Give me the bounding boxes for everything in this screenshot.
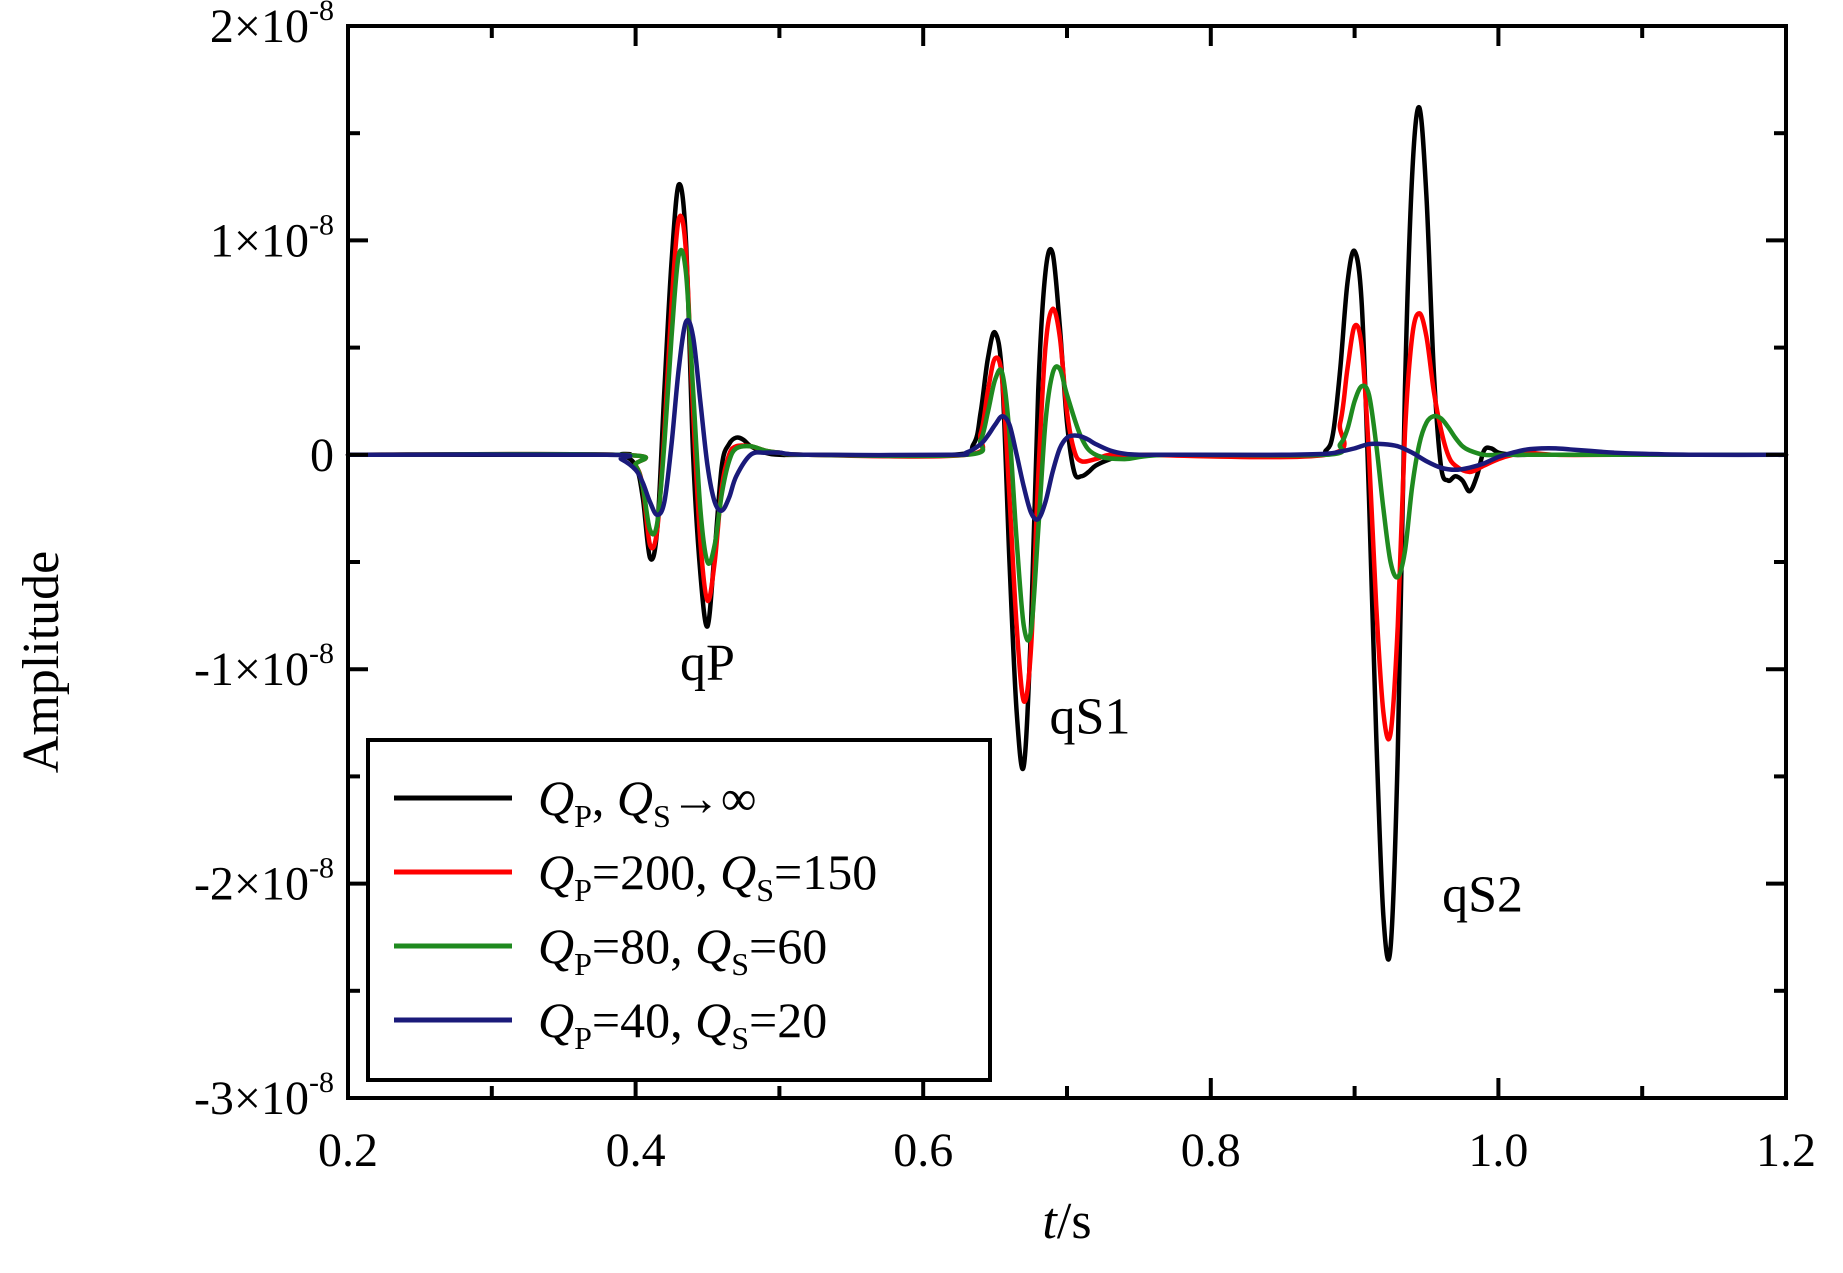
legend-label-1: QP, QS→∞ <box>538 770 756 834</box>
legend-label-2: QP=200, QS=150 <box>538 844 877 908</box>
series-line-3 <box>345 247 1789 643</box>
x-tick-label: 1.0 <box>1468 1124 1528 1177</box>
series-line-4 <box>345 317 1789 522</box>
y-tick-label: -3×10-8 <box>194 1066 334 1125</box>
wave-label-qp: qP <box>680 635 735 692</box>
x-tick-label: 0.8 <box>1181 1124 1241 1177</box>
series-layer <box>345 105 1789 962</box>
y-tick-label: -2×10-8 <box>194 852 334 911</box>
wave-label-qs2: qS2 <box>1442 866 1523 923</box>
y-tick-label: 0 <box>310 429 334 482</box>
annotation-layer: qP qS1 qS2 <box>680 635 1523 924</box>
x-tick-label: 0.4 <box>606 1124 666 1177</box>
x-tick-label: 0.6 <box>893 1124 953 1177</box>
y-axis-title: Amplitude <box>13 551 70 773</box>
y-axis-ticks: 2×10-8 1×10-8 0 -1×10-8 -2×10-8 -3×10-8 <box>194 0 1786 1125</box>
legend: QP, QS→∞ QP=200, QS=150 QP=80, QS=60 QP=40,… <box>366 738 992 1082</box>
wave-label-qs1: qS1 <box>1050 689 1131 746</box>
series-line-1 <box>345 105 1789 962</box>
y-tick-label: -1×10-8 <box>194 637 334 696</box>
x-tick-label: 1.2 <box>1756 1124 1816 1177</box>
x-axis-ticks: 0.2 0.4 0.6 0.8 1.0 1.2 <box>318 26 1816 1177</box>
legend-label-3: QP=80, QS=60 <box>538 918 827 982</box>
x-tick-label: 0.2 <box>318 1124 378 1177</box>
legend-label-4: QP=40, QS=20 <box>538 992 827 1056</box>
x-axis-title: t/s <box>1042 1193 1091 1250</box>
y-tick-label: 2×10-8 <box>210 0 334 53</box>
y-tick-label: 1×10-8 <box>210 208 334 267</box>
